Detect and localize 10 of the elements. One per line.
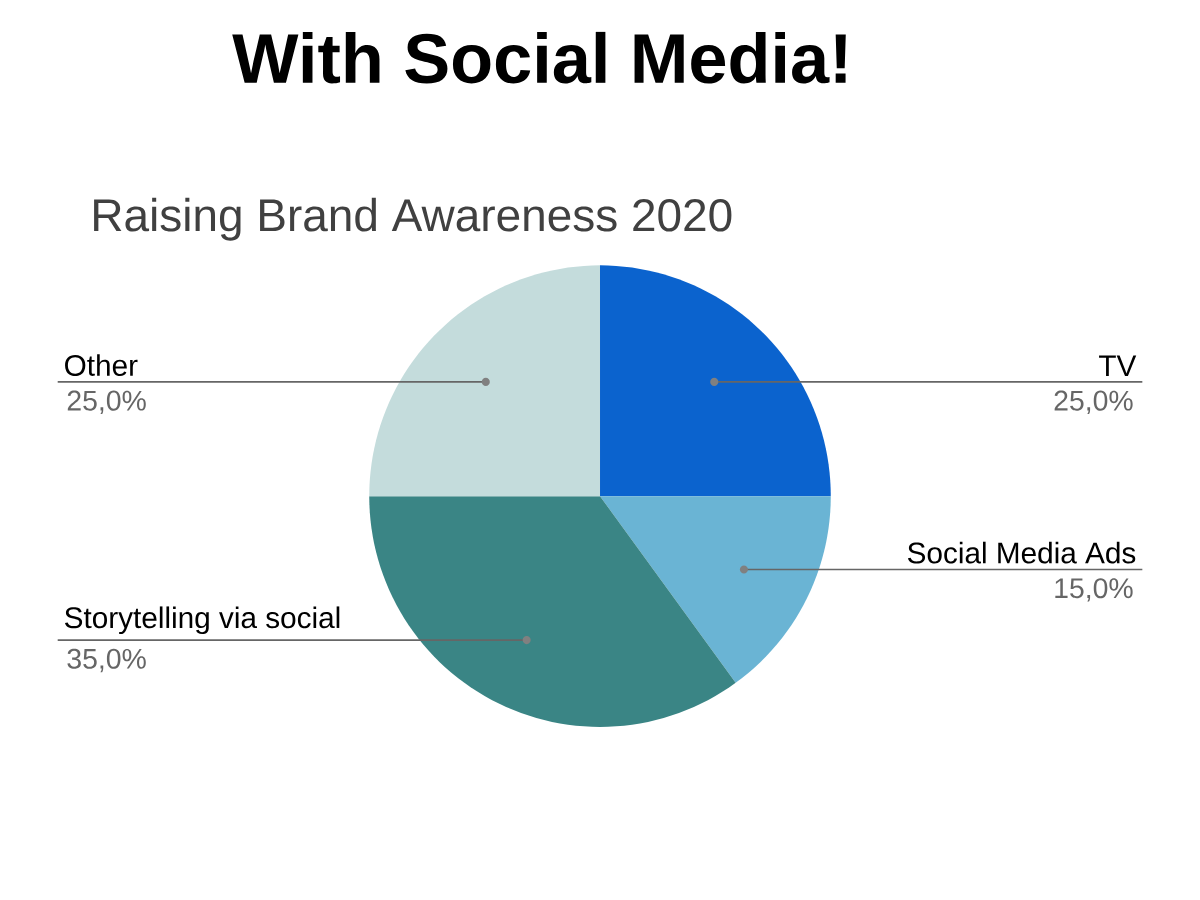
slice-label: Social Media Ads (907, 541, 1136, 564)
data-label: 25,0% (1054, 390, 1133, 415)
chart-title: With Social Media! (232, 31, 846, 84)
data-label: 35,0% (67, 648, 146, 673)
data-label: 15,0% (1055, 578, 1133, 602)
slice-label: TV (1099, 355, 1137, 376)
slice-label: Other (65, 354, 138, 376)
data-label: 25,0% (67, 390, 146, 415)
chart-subtitle: Raising Brand Awareness 2020 (94, 197, 732, 241)
slice-label: Storytelling via social (65, 606, 340, 635)
